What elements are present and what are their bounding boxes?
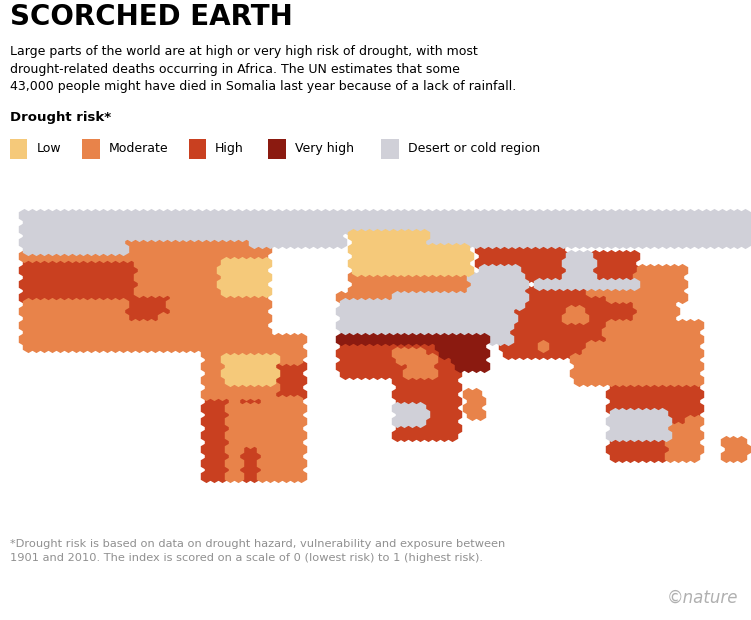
Bar [10, 138, 28, 159]
Text: Large parts of the world are at high or very high risk of drought, with most
dro: Large parts of the world are at high or … [10, 45, 516, 93]
Bar [189, 138, 207, 159]
Bar [382, 138, 399, 159]
Text: Moderate: Moderate [109, 142, 168, 155]
Text: Very high: Very high [294, 142, 354, 155]
Bar [268, 138, 286, 159]
Text: Desert or cold region: Desert or cold region [408, 142, 540, 155]
Text: Low: Low [36, 142, 61, 155]
Text: SCORCHED EARTH: SCORCHED EARTH [10, 3, 292, 31]
Text: *Drought risk is based on data on drought hazard, vulnerability and exposure bet: *Drought risk is based on data on drough… [10, 539, 505, 562]
Text: ©nature: ©nature [667, 588, 738, 606]
Text: Drought risk*: Drought risk* [10, 111, 111, 124]
Bar [83, 138, 100, 159]
Text: High: High [216, 142, 244, 155]
